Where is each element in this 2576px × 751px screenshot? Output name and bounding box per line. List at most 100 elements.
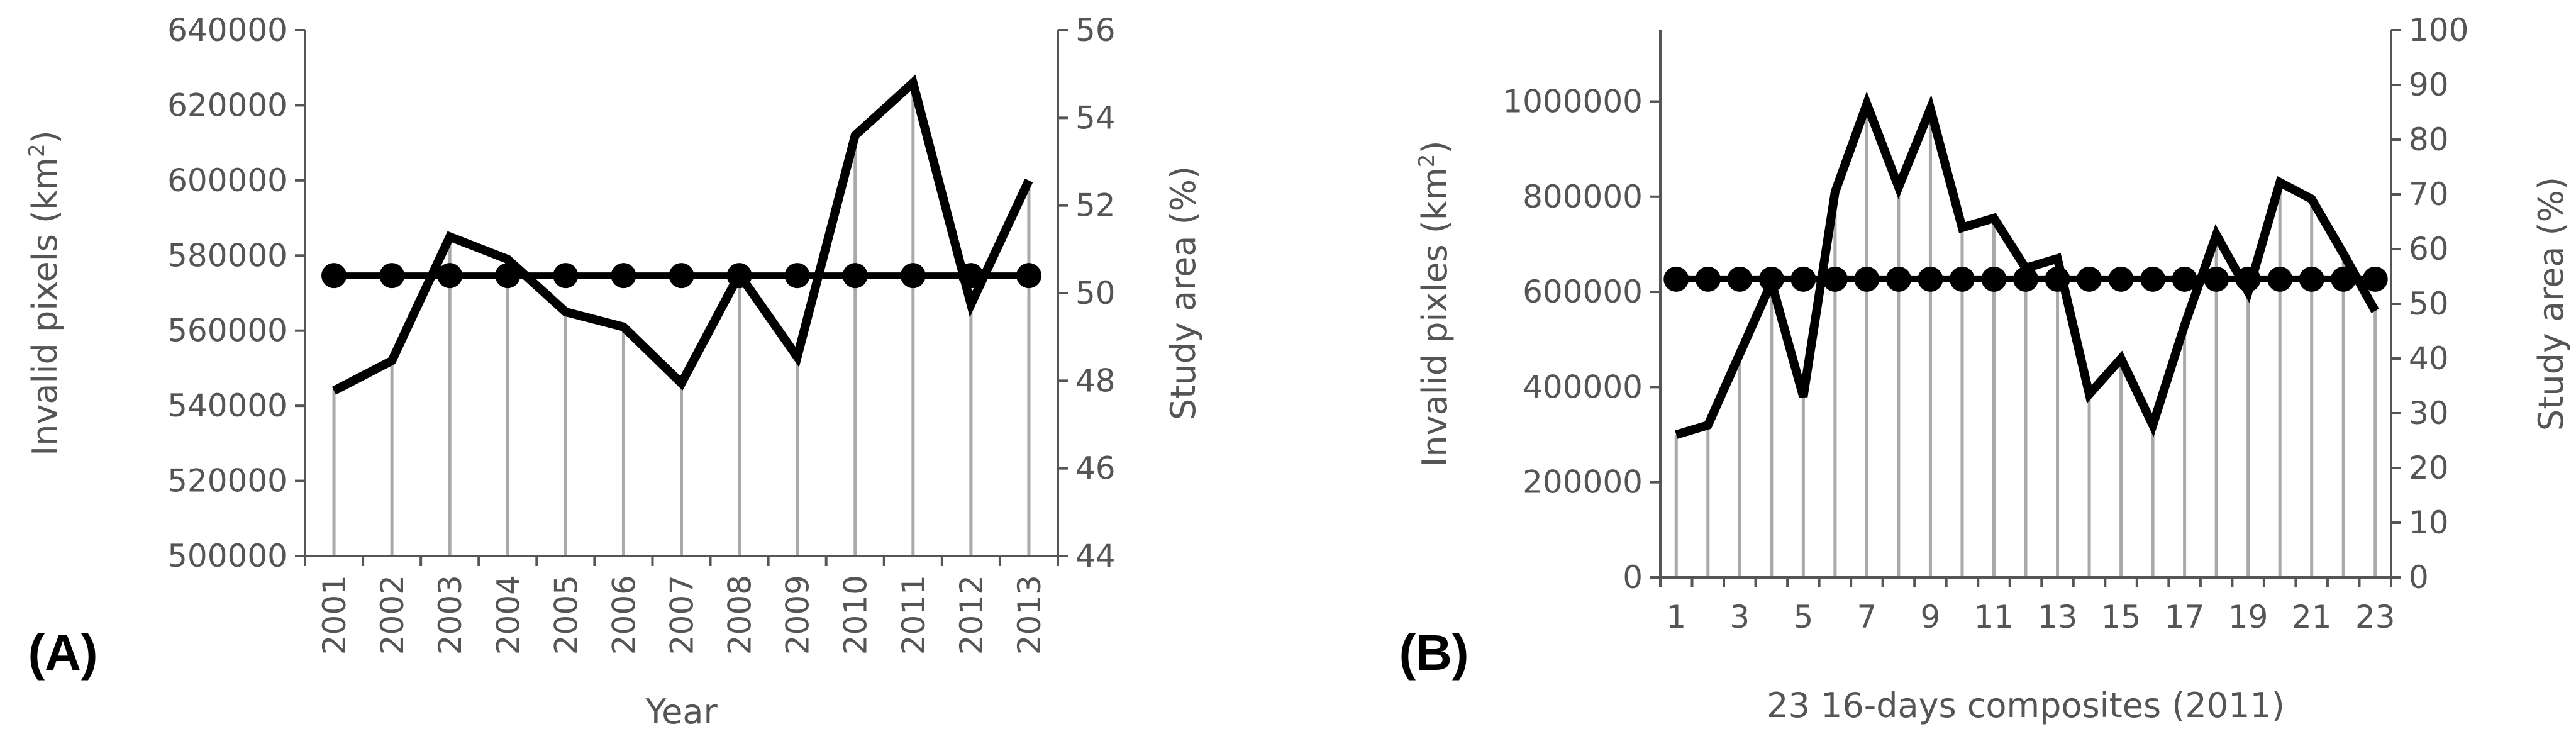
y-tick-label-right: 60: [2409, 231, 2449, 267]
x-tick-label: 15: [2101, 599, 2141, 635]
study-area-marker: [1822, 266, 1848, 292]
y-tick-label-right: 20: [2409, 450, 2449, 486]
study-area-marker: [611, 263, 636, 289]
x-tick-label: 9: [1921, 599, 1941, 635]
x-tick-label: 2003: [432, 575, 469, 655]
y-tick-label-right: 50: [2409, 286, 2449, 322]
study-area-marker: [321, 263, 347, 289]
study-area-marker: [669, 263, 694, 289]
y-tick-label-right: 30: [2409, 395, 2449, 431]
study-area-marker: [2362, 266, 2388, 292]
study-area-marker: [2013, 266, 2038, 292]
panel-label: (A): [28, 625, 97, 681]
x-tick-label: 19: [2228, 599, 2268, 635]
x-tick-label: 23: [2355, 599, 2396, 635]
y-axis-label-left-end: ): [25, 130, 65, 143]
y-tick-label-left: 500000: [167, 538, 287, 574]
y-tick-label-right: 44: [1075, 538, 1116, 574]
study-area-marker: [1695, 266, 1721, 292]
study-area-marker: [1727, 266, 1753, 292]
y-tick-label-right: 56: [1075, 12, 1116, 48]
x-tick-label: 2001: [316, 575, 353, 655]
study-area-marker: [379, 263, 405, 289]
y-axis-label-left-text: Invalid pixles (km: [1415, 167, 1455, 467]
study-area-marker: [1885, 266, 1911, 292]
y-tick-label-left: 600000: [167, 162, 287, 199]
y-tick-label-left: 540000: [167, 387, 287, 424]
x-tick-label: 11: [1974, 599, 2014, 635]
x-tick-label: 7: [1857, 599, 1877, 635]
x-tick-label: 2005: [548, 575, 584, 655]
x-tick-label: 3: [1729, 599, 1750, 635]
y-tick-label-left: 620000: [167, 87, 287, 123]
study-area-marker: [1918, 266, 1943, 292]
y-tick-label-right: 10: [2409, 504, 2449, 541]
x-tick-label: 21: [2292, 599, 2332, 635]
x-tick-label: 1: [1666, 599, 1686, 635]
study-area-marker: [437, 263, 463, 289]
x-tick-label: 2008: [722, 575, 758, 655]
y-axis-label-left: Invalid pixles (km2): [1414, 140, 1455, 467]
y-tick-label-right: 50: [1075, 275, 1116, 311]
panel-label: (B): [1399, 625, 1468, 681]
study-area-marker: [1854, 266, 1880, 292]
y-tick-label-right: 100: [2409, 12, 2468, 48]
study-area-marker: [2077, 266, 2102, 292]
y-tick-label-right: 90: [2409, 67, 2449, 103]
y-tick-label-right: 52: [1075, 187, 1116, 224]
x-axis-label: 23 16-days composites (2011): [1767, 686, 2285, 725]
y-tick-label-right: 70: [2409, 176, 2449, 213]
study-area-marker: [2267, 266, 2293, 292]
y-tick-label-left: 520000: [167, 463, 287, 499]
study-area-marker: [1016, 263, 1041, 289]
y-axis-label-left-end: ): [1415, 140, 1455, 153]
study-area-marker: [1790, 266, 1816, 292]
y-tick-label-left: 200000: [1523, 464, 1643, 501]
y-tick-label-left: 600000: [1523, 274, 1643, 310]
y-tick-label-left: 0: [1623, 559, 1643, 596]
study-area-marker: [784, 263, 810, 289]
x-tick-label: 2011: [896, 575, 932, 655]
x-tick-label: 2013: [1011, 575, 1048, 655]
study-area-marker: [900, 263, 926, 289]
x-axis-label: Year: [645, 692, 718, 732]
study-area-marker: [2140, 266, 2166, 292]
y-axis-label-right: Study area (%): [1163, 166, 1203, 420]
y-tick-label-right: 80: [2409, 121, 2449, 158]
y-axis-label-left-text: Invalid pixels (km: [25, 157, 65, 456]
study-area-marker: [2172, 266, 2197, 292]
study-area-marker: [2204, 266, 2229, 292]
y-axis-label-left: Invalid pixels (km2): [25, 130, 65, 455]
study-area-marker: [842, 263, 868, 289]
study-area-marker: [1981, 266, 2007, 292]
study-area-marker: [553, 263, 579, 289]
x-tick-label: 17: [2165, 599, 2205, 635]
y-tick-label-left: 1000000: [1502, 83, 1643, 120]
invalid-pixels-series-line: [331, 74, 1033, 395]
y-tick-label-right: 54: [1075, 99, 1116, 136]
x-tick-label: 2009: [780, 575, 816, 655]
x-tick-label: 13: [2038, 599, 2078, 635]
y-axis-label-right: Study area (%): [2531, 177, 2571, 431]
y-tick-label-left: 580000: [167, 237, 287, 274]
invalid-pixels-series-line: [1675, 91, 2379, 439]
y-tick-label-left: 800000: [1523, 179, 1643, 215]
x-tick-label: 2012: [953, 575, 990, 655]
x-tick-label: 5: [1793, 599, 1813, 635]
x-tick-label: 2002: [374, 575, 411, 655]
y-tick-label-right: 48: [1075, 362, 1116, 399]
x-tick-label: 2004: [490, 575, 526, 655]
y-tick-label-left: 560000: [167, 313, 287, 349]
y-tick-label-left: 640000: [167, 12, 287, 48]
chart-panel-b: 0 200000 400000 600000 800000 1000000 0 10 20 30 4…: [1399, 12, 2571, 725]
y-tick-label-left: 400000: [1523, 369, 1643, 405]
x-tick-label: 2010: [838, 575, 874, 655]
y-axis-label-left-superscript: 2: [25, 143, 50, 157]
x-tick-label: 2006: [606, 575, 642, 655]
study-area-marker: [1663, 266, 1689, 292]
study-area-marker: [2108, 266, 2134, 292]
x-tick-label: 2007: [664, 575, 701, 655]
y-axis-label-left-superscript: 2: [1414, 154, 1440, 168]
study-area-marker: [1949, 266, 1975, 292]
